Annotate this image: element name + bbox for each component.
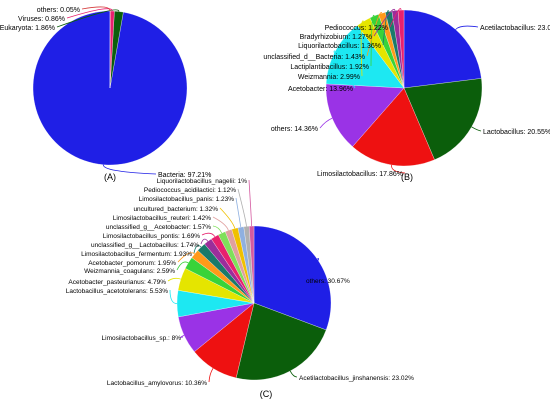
slice-label: Lactobacillus_acetotolerans: 5.53% (66, 288, 168, 295)
slice-label: Acetobacter_pomorum: 1.95% (88, 260, 176, 267)
slice-label: unclassified_d__Bacteria: 1.43% (263, 54, 365, 61)
slice-label: Eukaryota: 1.86% (0, 25, 55, 32)
slice-label: others: 14.36% (271, 126, 318, 133)
pie-slice (249, 225, 255, 304)
slice-label: Acetilactobacillus_jinshanensis: 23.02% (299, 375, 414, 382)
slice-label: Limosilactobacillus_fermentum: 1.93% (81, 251, 192, 258)
leader-line (248, 179, 252, 227)
slice-label: unclassified_g__Acetobacter: 1.57% (106, 224, 211, 231)
panel-label-b: (B) (401, 172, 413, 182)
pie-slice (403, 9, 482, 89)
slice-label: Limosilactobacillus_panis: 1.23% (139, 196, 235, 203)
leader-line (212, 225, 223, 234)
slice-label: Acetobacter_pasteurianus: 4.79% (68, 279, 166, 286)
slice-label: Acetilactobacillus: 23.02% (480, 25, 550, 32)
leader-line (169, 289, 178, 305)
slice-label: unclassified_g__Lactobacillus: 1.74% (91, 242, 199, 249)
leader-line (471, 126, 482, 132)
slice-label: Viruses: 0.86% (18, 16, 65, 23)
panel-label-c: (C) (260, 389, 273, 399)
leader-line (391, 164, 406, 174)
leader-line (370, 14, 375, 67)
slice-label: Lactobacillus_amylovorus: 10.36% (107, 380, 207, 387)
slice-label: uncultured_bacterium: 1.32% (133, 206, 218, 213)
leader-line (237, 188, 247, 227)
leader-line (289, 370, 298, 378)
slice-label: Lactobacillus: 20.55% (483, 129, 550, 136)
leader-line (66, 8, 113, 19)
slice-label: Lactiplantibacillus: 1.92% (290, 64, 369, 71)
slice-label: Limosilactobacillus_sp.: 8% (102, 335, 182, 342)
slice-label: Bradyrhizobium: 1.27% (300, 34, 372, 41)
leader-line (333, 50, 356, 89)
slice-label: Acetobacter: 13.96% (288, 86, 353, 93)
leader-line (366, 12, 383, 57)
leader-line (102, 164, 157, 175)
slice-label: others: 0.05% (37, 7, 80, 14)
slice-label: Limosilactobacillus_pontis: 1.69% (103, 233, 200, 240)
leader-line (212, 216, 229, 231)
slice-label: Weizmannia: 2.99% (298, 74, 360, 81)
leader-line (177, 252, 195, 263)
pie-slice (325, 25, 405, 89)
pie-slice (253, 225, 332, 331)
leader-line (219, 207, 236, 229)
slice-label: Liquorilactobacillus_nagelii: 1% (157, 178, 248, 185)
slice-label: others: 30.67% (306, 278, 350, 285)
leader-line (360, 20, 364, 77)
slice-label: Limosilactobacillus_reuteri: 1.42% (113, 215, 211, 222)
pie-chart-c: others: 30.67% Acetilactobacillus_jinshan… (66, 178, 414, 387)
slice-label: Liquorilactobacillus: 1.36% (298, 43, 381, 50)
leader-line (319, 117, 333, 129)
leader-line (235, 197, 242, 228)
leader-line (193, 245, 202, 254)
panel-label-a: (A) (104, 172, 116, 182)
leader-line (373, 8, 396, 37)
leader-line (180, 335, 185, 338)
leader-line (389, 8, 402, 28)
leader-line (176, 261, 189, 271)
leader-line (200, 238, 209, 245)
leader-line (56, 9, 120, 28)
slice-label: Pediococcus_acidilactici: 1.12% (144, 187, 236, 194)
slice-label: Pediococcus: 1.22% (325, 25, 388, 32)
pie-chart-a: Bacteria: 97.21% Eukaryota: 1.86% Viruses:… (0, 6, 211, 179)
slice-label: Weizmannia_coagulans: 2.59% (84, 268, 175, 275)
pie-chart-b: Acetilactobacillus: 23.02% Lactobacillus:… (263, 8, 550, 178)
leader-line (167, 277, 181, 282)
leader-line (81, 6, 111, 12)
slice-label: Limosilactobacillus: 17.86% (317, 171, 403, 178)
leader-line (303, 258, 320, 281)
pie-slice (325, 83, 405, 147)
pie-slice (235, 302, 327, 381)
slice-label: Bacteria: 97.21% (158, 172, 211, 179)
leader-line (208, 367, 214, 383)
leader-line (455, 25, 479, 30)
leader-line (201, 232, 216, 237)
